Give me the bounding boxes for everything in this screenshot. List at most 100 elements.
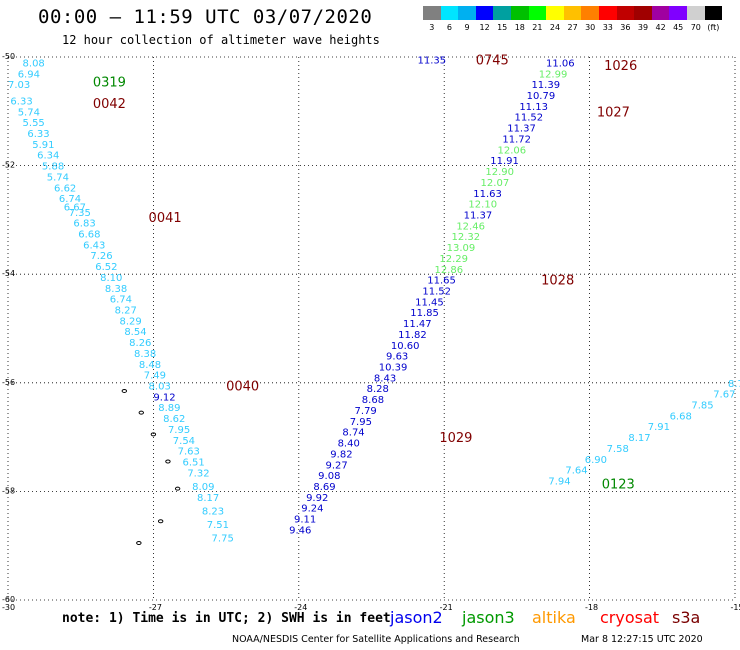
wave-height-value: 7.63 [178,447,200,458]
legend-label: 21 [532,23,543,32]
wave-height-value: 12.06 [498,145,527,156]
legend-label: 70 [690,23,701,32]
wave-height-value: 7.32 [187,468,209,479]
island-outline [165,459,171,464]
wave-height-value: 10.79 [527,91,556,102]
legend-label: 27 [567,23,578,32]
wave-height-value: 9.08 [318,471,340,482]
pass-time-label: 0040 [226,380,259,395]
legend-swatch [616,6,635,20]
wave-height-value: 7.79 [355,406,377,417]
lat-tick-label: -60 [2,595,15,604]
wave-height-value: 8.38 [105,284,127,295]
wave-height-value: 11.65 [427,276,456,287]
color-scale-labels: 3 6 9 12 15 18 21 24 27 30 33 36 39 42 45 70 (ft) [423,23,740,35]
wave-height-value: 6.68 [670,411,692,422]
map-title: 00:00 – 11:59 UTC 03/07/2020 [38,6,373,28]
lat-tick-label: -50 [2,52,15,61]
wave-height-value: 8.17 [197,493,219,504]
lon-tick-label: -30 [2,603,15,612]
wave-height-value: 6.94 [18,69,40,80]
pass-time-label: 0319 [93,75,126,90]
credit-line: NOAA/NESDIS Center for Satellite Applica… [232,634,520,645]
wave-height-value: 9.12 [153,392,175,403]
wave-height-value: 7.03 [8,80,30,91]
wave-height-value: 12.29 [439,254,468,265]
wave-height-value: 7.35 [69,208,91,219]
lat-tick-label: -58 [2,486,15,495]
wave-height-value: 12.99 [539,69,568,80]
lon-tick-label: -18 [585,603,598,612]
wave-height-value: 11.63 [473,189,502,200]
legend-label: 42 [655,23,666,32]
wave-height-value: 7.54 [173,436,195,447]
legend-swatch [598,6,617,20]
wave-height-value: 11.47 [403,319,432,330]
lon-tick-label: -24 [294,603,307,612]
wave-height-value: 9.82 [330,449,352,460]
satellite-jason3: jason3 [462,608,515,627]
wave-height-value: 11.85 [410,308,439,319]
lon-tick-label: -27 [149,603,162,612]
wave-height-value: 13.09 [447,243,476,254]
legend-label: 33 [602,23,613,32]
legend-label: 30 [585,23,596,32]
map-subtitle: 12 hour collection of altimeter wave hei… [62,33,380,47]
wave-height-value: 11.06 [546,58,575,69]
wave-height-value: 6.34 [37,151,59,162]
wave-height-value: 11.72 [502,134,531,145]
legend-label: (ft) [707,23,720,32]
wave-height-value: 7.91 [648,422,670,433]
wave-height-value: 8.03 [149,382,171,393]
wave-height-value: 11.37 [507,124,536,135]
wave-height-value: 7.26 [90,251,112,262]
pass-time-label: 0041 [149,211,182,226]
wave-height-value: 7.95 [168,425,190,436]
wave-height-value: 5.88 [42,162,64,173]
wave-height-value: 9.27 [325,460,347,471]
pass-time-label: 0745 [476,54,509,69]
island-outline [138,410,144,415]
lat-tick-label: -52 [2,161,15,170]
wave-height-value: 8.48 [139,360,161,371]
legend-label: 36 [620,23,631,32]
wave-height-value: 8.29 [119,316,141,327]
wave-height-value: 8.40 [338,439,360,450]
wave-height-value: 11.45 [415,297,444,308]
wave-height-value: 11.52 [514,113,543,124]
legend-swatch [510,6,529,20]
satellite-jason2: jason2 [390,608,443,627]
pass-time-label: 1029 [439,431,472,446]
wave-height-value: 7.67 [713,390,735,401]
legend-swatch [563,6,582,20]
wave-height-value: 6.90 [585,455,607,466]
wave-height-value: 6.74 [59,194,81,205]
wave-height-value: 7.94 [548,477,570,488]
legend-swatch [493,6,511,20]
wave-height-value: 12.10 [468,200,497,211]
wave-height-value: 8.27 [115,305,137,316]
pass-time-label: 1028 [541,274,574,289]
wave-height-value: 8.26 [129,338,151,349]
color-scale-legend [423,6,723,20]
satellite-cryosat: cryosat [600,608,660,627]
wave-height-value: 7.51 [207,520,229,531]
wave-height-value: 9.46 [289,525,311,536]
legend-label: 18 [514,23,525,32]
legend-swatch [686,6,705,20]
wave-height-value: 9.92 [306,493,328,504]
wave-height-value: 8.10 [100,273,122,284]
wave-height-value: 5.55 [23,118,45,129]
wave-height-value: 11.82 [398,330,427,341]
legend-swatch [651,6,670,20]
lon-tick-label: -21 [440,603,453,612]
legend-swatch [704,6,723,20]
wave-height-value: 6.43 [83,240,105,251]
wave-height-value: 11.37 [464,210,493,221]
wave-height-value: 6.33 [10,96,32,107]
wave-height-value: 8.09 [192,482,214,493]
island-outline [136,540,142,545]
wave-height-value: 12.90 [485,167,514,178]
